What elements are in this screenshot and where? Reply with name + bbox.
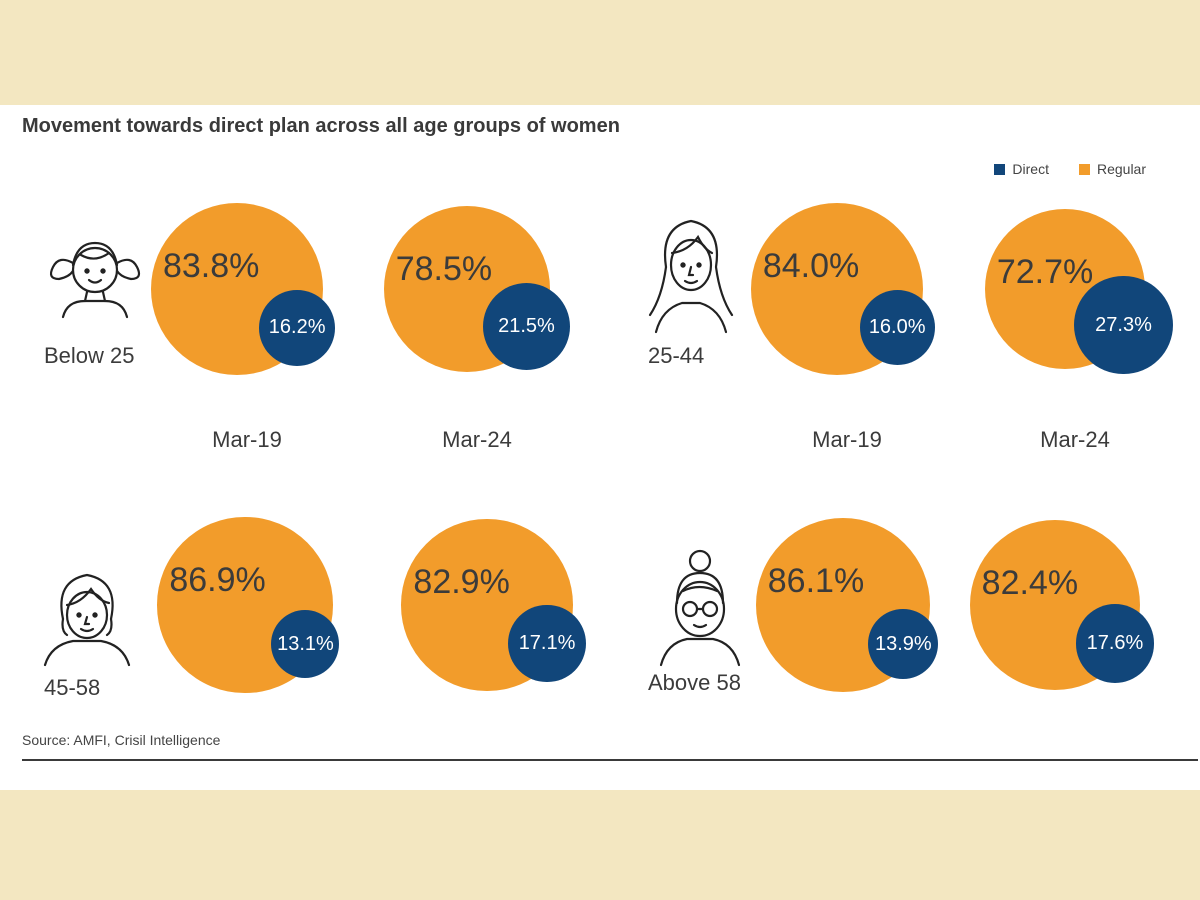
group-label-below-25: Below 25 [44, 343, 135, 368]
direct-bubble: 27.3% [1074, 275, 1173, 375]
group-label-25-44: 25-44 [648, 343, 705, 368]
regular-value-label: 82.4% [981, 563, 1079, 602]
direct-bubble: 21.5% [482, 282, 571, 371]
direct-bubble: 17.6% [1075, 603, 1155, 683]
regular-value-label: 83.8% [162, 246, 260, 285]
woman-short-hair-icon [37, 557, 137, 672]
date-label-mar-24: Mar-24 [1040, 427, 1110, 452]
direct-value-label: 17.1% [518, 632, 576, 654]
regular-value-label: 72.7% [996, 252, 1094, 291]
date-label-mar-19: Mar-19 [212, 427, 282, 452]
date-label-mar-24: Mar-24 [442, 427, 512, 452]
legend-swatch-direct [994, 163, 1006, 175]
woman-long-hair-icon [636, 207, 746, 342]
regular-value-label: 86.9% [169, 561, 266, 600]
legend-item-regular: Regular [1078, 161, 1146, 177]
direct-bubble: 17.1% [508, 604, 586, 683]
legend: Direct Regular [994, 161, 1146, 177]
date-label-mar-19: Mar-19 [812, 427, 882, 452]
legend-swatch-regular [1078, 163, 1090, 175]
direct-value-label: 16.2% [268, 316, 326, 339]
footer-divider [22, 759, 1198, 761]
direct-value-label: 13.1% [277, 632, 334, 655]
direct-bubble: 16.2% [259, 289, 335, 366]
direct-bubble: 16.0% [859, 290, 935, 366]
chart-panel: Movement towards direct plan across all … [0, 105, 1200, 790]
direct-value-label: 17.6% [1086, 631, 1144, 654]
regular-value-label: 84.0% [762, 246, 860, 285]
legend-label-direct: Direct [1012, 161, 1049, 177]
regular-value-label: 82.9% [413, 563, 510, 602]
direct-bubble: 13.1% [271, 610, 340, 679]
legend-item-direct: Direct [994, 161, 1049, 177]
regular-value-label: 78.5% [395, 249, 493, 288]
direct-value-label: 27.3% [1095, 313, 1152, 336]
direct-value-label: 13.9% [875, 632, 932, 655]
woman-bun-glasses-icon [655, 547, 745, 672]
girl-pigtails-icon [35, 225, 155, 325]
group-label-45-58: 45-58 [44, 675, 101, 700]
source-note: Source: AMFI, Crisil Intelligence [22, 732, 221, 748]
chart-title: Movement towards direct plan across all … [22, 115, 620, 137]
direct-value-label: 21.5% [498, 314, 555, 337]
group-label-above-58: Above 58 [648, 670, 741, 695]
direct-bubble: 13.9% [868, 609, 939, 680]
legend-label-regular: Regular [1096, 161, 1146, 177]
direct-value-label: 16.0% [868, 316, 926, 339]
regular-value-label: 86.1% [767, 561, 865, 600]
